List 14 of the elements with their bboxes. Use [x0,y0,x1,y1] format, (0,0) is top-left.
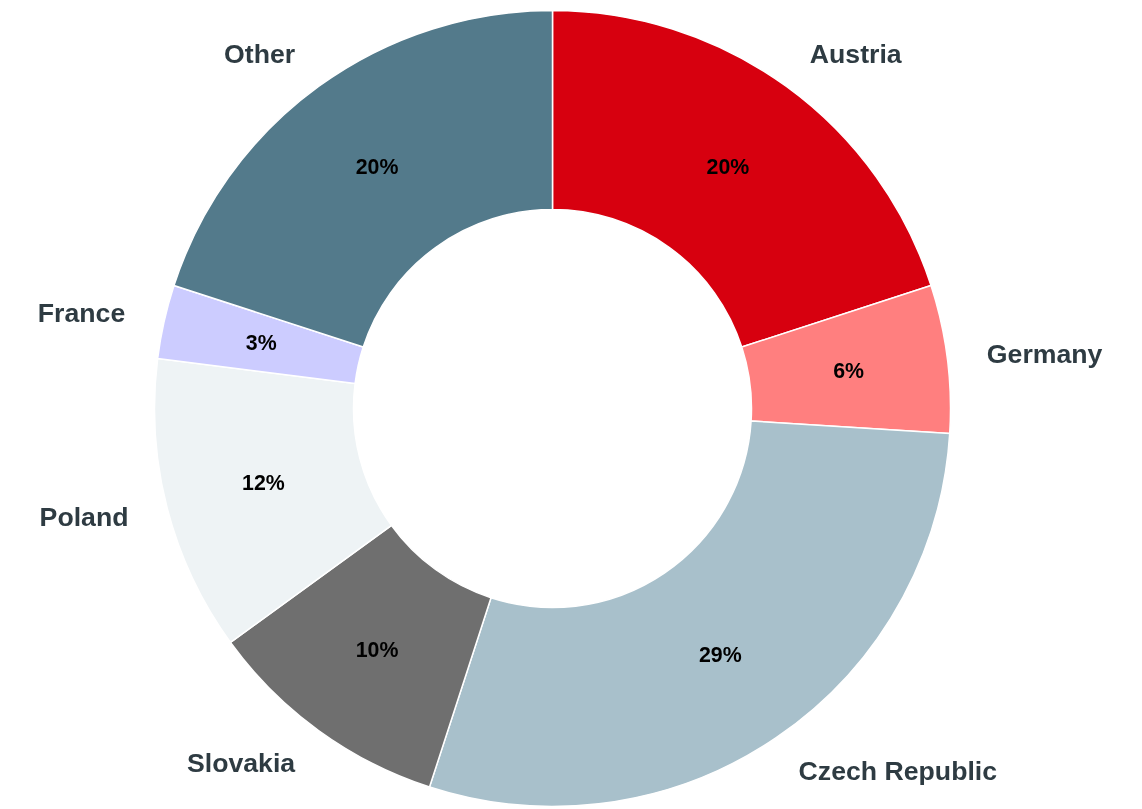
slice-label: Poland [39,502,129,533]
data-label: 20% [706,155,750,180]
slice-label: Slovakia [186,747,296,778]
slice-label: Czech Republic [798,755,998,786]
data-label: 3% [245,331,277,356]
slice-label: Austria [809,39,902,70]
slice-label: Other [224,39,296,70]
data-label: 20% [355,155,399,180]
slice-label: Germany [986,338,1103,369]
data-label: 6% [833,359,865,384]
data-label: 12% [242,470,285,495]
data-label: 10% [355,637,399,662]
slice-label: France [37,298,126,328]
data-label: 29% [698,643,742,668]
